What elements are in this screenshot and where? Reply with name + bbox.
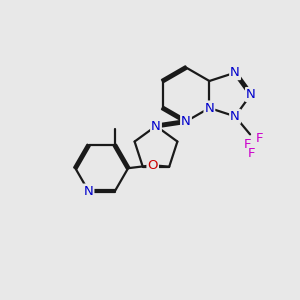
Text: O: O xyxy=(148,159,158,172)
Text: N: N xyxy=(84,184,93,198)
Text: N: N xyxy=(230,66,240,79)
Text: N: N xyxy=(151,119,161,133)
Text: F: F xyxy=(256,132,264,145)
Text: F: F xyxy=(248,147,255,160)
Text: N: N xyxy=(230,110,240,123)
Text: F: F xyxy=(243,138,251,151)
Text: N: N xyxy=(181,115,191,128)
Text: N: N xyxy=(246,88,256,101)
Text: N: N xyxy=(205,101,214,115)
